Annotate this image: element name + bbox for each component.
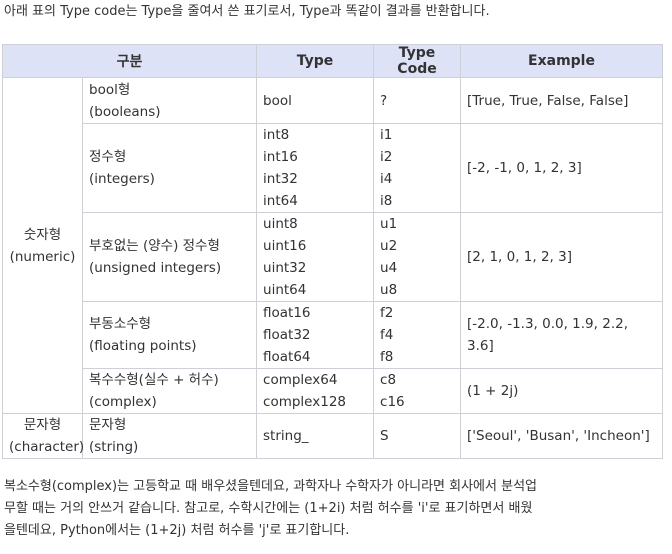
subcategory-label: bool형: [89, 81, 131, 98]
category-cell-numeric: 숫자형 (numeric): [2, 77, 83, 414]
type-value: float64: [263, 349, 311, 365]
type-cell: complex64 complex128: [256, 368, 375, 414]
header-example: Example: [460, 44, 664, 78]
type-value: uint8: [263, 216, 298, 232]
code-value: c16: [380, 394, 405, 410]
table-header-row: 구분 Type Type Code Example: [1, 44, 664, 78]
subcategory-label-en: (floating points): [89, 338, 197, 354]
outro-line: 무할 때는 거의 안쓰거 같습니다. 참고로, 수학시간에는 (1+2i) 처럼…: [4, 501, 533, 516]
code-value: i2: [380, 149, 393, 165]
type-cell: float16 float32 float64: [256, 301, 375, 369]
code-value: S: [380, 428, 389, 444]
code-cell: f2 f4 f8: [373, 301, 462, 369]
subcategory-label-en: (booleans): [89, 103, 161, 120]
subcategory-cell: 부동소수형 (floating points): [81, 301, 258, 369]
code-cell: i1 i2 i4 i8: [373, 123, 462, 213]
example-cell: [-2, -1, 0, 1, 2, 3]: [460, 123, 664, 213]
type-cell: uint8 uint16 uint32 uint64: [256, 212, 375, 302]
example-cell: [2, 1, 0, 1, 2, 3]: [460, 212, 664, 302]
subcategory-label: 정수형: [89, 149, 127, 165]
code-value: f4: [380, 327, 394, 343]
type-value: int8: [263, 127, 290, 143]
code-value: u2: [380, 238, 398, 254]
example-cell: ['Seoul', 'Busan', 'Incheon']: [460, 413, 664, 459]
subcategory-cell: 정수형 (integers): [81, 123, 258, 213]
category-label: 문자형: [23, 417, 62, 433]
type-value: bool: [263, 92, 292, 109]
table-row: 부동소수형 (floating points) float16 float32 …: [3, 301, 664, 369]
code-value: u1: [380, 216, 398, 232]
code-value: i8: [380, 193, 393, 209]
code-value: i1: [380, 127, 393, 143]
table-row: 복수수형(실수 + 허수) (complex) complex64 comple…: [3, 368, 664, 414]
code-value: u4: [380, 260, 398, 276]
example-cell: [-2.0, -1.3, 0.0, 1.9, 2.2, 3.6]: [460, 301, 664, 369]
intro-text: 아래 표의 Type code는 Type을 줄여서 쓴 표기로서, Type과…: [4, 4, 490, 19]
subcategory-cell: bool형 (booleans): [81, 77, 258, 124]
type-value: float32: [263, 327, 311, 343]
subcategory-label: 복수수형(실수 + 허수): [89, 372, 219, 388]
type-value: complex128: [263, 394, 346, 410]
table-row: 부호없는 (양수) 정수형 (unsigned integers) uint8 …: [3, 212, 664, 302]
code-value: f8: [380, 349, 394, 365]
dtype-table: 구분 Type Type Code Example 숫자형 (numeric) …: [1, 44, 664, 459]
type-value: uint32: [263, 260, 307, 276]
subcategory-label: 부동소수형: [89, 316, 152, 332]
table-row: 문자형 (character) 문자형 (string) string_ S […: [2, 413, 664, 459]
type-value: uint16: [263, 238, 307, 254]
type-cell: bool: [256, 77, 375, 124]
code-cell: u1 u2 u4 u8: [373, 212, 462, 302]
type-value: int16: [263, 149, 298, 165]
outro-line: 복소수형(complex)는 고등학교 때 배우셨을텐데요, 과학자나 수학자가…: [4, 479, 537, 494]
type-value: int32: [263, 171, 298, 187]
category-label-en: (character): [9, 439, 85, 455]
code-value: c8: [380, 372, 397, 388]
code-cell: c8 c16: [373, 368, 462, 414]
type-value: string_: [263, 428, 309, 444]
code-value: f2: [380, 305, 394, 321]
type-value: complex64: [263, 372, 338, 388]
header-type-code: Type Code: [373, 44, 462, 78]
type-value: float16: [263, 305, 311, 321]
table-row: 정수형 (integers) int8 int16 int32 int64 i1…: [3, 123, 664, 213]
example-cell: (1 + 2j): [460, 368, 664, 414]
code-value: i4: [380, 171, 393, 187]
code-value: ?: [380, 92, 388, 109]
subcategory-label-en: (unsigned integers): [89, 260, 222, 276]
category-label: 숫자형: [23, 226, 62, 243]
type-cell: int8 int16 int32 int64: [256, 123, 375, 213]
outro-text: 복소수형(complex)는 고등학교 때 배우셨을텐데요, 과학자나 수학자가…: [4, 476, 668, 542]
category-cell-character: 문자형 (character): [2, 413, 85, 459]
code-cell: S: [373, 413, 462, 459]
type-value: int64: [263, 193, 298, 209]
subcategory-label-en: (integers): [89, 171, 155, 187]
subcategory-label-en: (string): [89, 439, 139, 455]
header-category: 구분: [1, 44, 258, 78]
header-type: Type: [256, 44, 375, 78]
outro-line: 을텐데요, Python에서는 (1+2j) 처럼 허수를 'j'로 표기합니다…: [4, 523, 350, 538]
subcategory-label-en: (complex): [89, 394, 157, 410]
type-value: uint64: [263, 282, 307, 298]
code-value: u8: [380, 282, 398, 298]
code-cell: ?: [373, 77, 462, 124]
type-cell: string_: [256, 413, 375, 459]
example-cell: [True, True, False, False]: [460, 77, 664, 124]
subcategory-label: 문자형: [89, 417, 127, 433]
subcategory-cell: 복수수형(실수 + 허수) (complex): [81, 368, 258, 414]
category-label-en: (numeric): [9, 248, 76, 265]
subcategory-label: 부호없는 (양수) 정수형: [89, 238, 220, 254]
subcategory-cell: 문자형 (string): [81, 413, 258, 459]
subcategory-cell: 부호없는 (양수) 정수형 (unsigned integers): [81, 212, 258, 302]
table-row: 숫자형 (numeric) bool형 (booleans) bool ? [T…: [2, 77, 664, 414]
